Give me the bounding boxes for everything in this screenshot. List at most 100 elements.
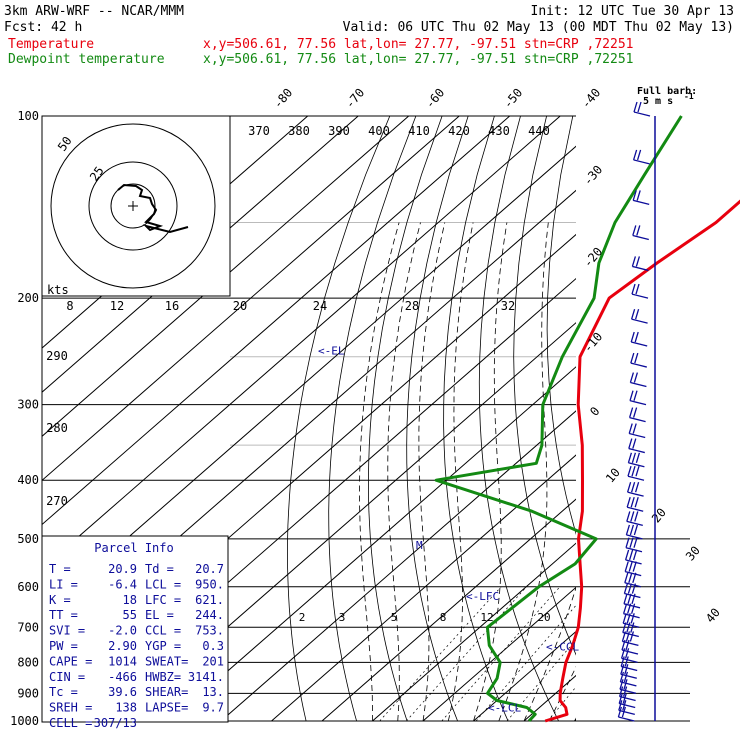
wind-barb-feather	[622, 613, 627, 624]
parcel-field-value: 3141.	[188, 670, 224, 684]
wind-barb-shaft	[625, 570, 642, 577]
wind-barb-feather	[635, 466, 640, 477]
mixing-ratio-label: 5	[391, 611, 398, 624]
wind-barb-feather	[634, 308, 640, 320]
parcel-field-value: 13.	[202, 685, 224, 699]
wind-barb-feather	[618, 700, 623, 711]
wind-barb-feather	[622, 700, 627, 711]
parcel-field-label: K =	[49, 593, 71, 607]
wind-barb-shaft	[629, 432, 646, 439]
parcel-field-value: -6.4	[108, 577, 137, 591]
wind-barb-feather	[627, 593, 632, 604]
moist-adiabat-line	[498, 222, 549, 721]
wind-barb-feather	[621, 706, 627, 718]
moist-adiabat-line	[548, 666, 576, 721]
parcel-field-label: SWEAT=	[145, 654, 188, 668]
dry-adiabat-line	[642, 116, 740, 734]
parcel-field-value: 753.	[195, 624, 224, 638]
mixing-ratio-label: 3	[339, 611, 346, 624]
moist-adiabat-line	[600, 223, 740, 722]
wind-barb-feather	[624, 664, 629, 675]
temperature-profile	[544, 199, 740, 723]
isotherm-line	[574, 719, 576, 721]
wind-barb-feather	[620, 648, 626, 659]
pressure-tick-label: 400	[17, 473, 39, 487]
speed-axis-label: 12	[110, 299, 124, 313]
parcel-field-value: 0.3	[202, 639, 224, 653]
parcel-field-label: SHEAR=	[145, 685, 188, 699]
wind-barb-feather	[626, 481, 632, 493]
parcel-field-label: LAPSE=	[145, 701, 188, 715]
wind-barb-shaft	[629, 416, 646, 423]
wind-barb-shaft	[619, 702, 636, 709]
mixing-ratio-line	[441, 586, 561, 721]
wind-barb-feather	[635, 283, 640, 295]
isotherm-line	[321, 498, 576, 721]
parcel-field-label: SVI =	[49, 624, 85, 638]
parcel-field-label: HWBZ=	[145, 670, 181, 684]
wind-barb-feather	[632, 438, 637, 449]
wind-barb-feather	[632, 572, 637, 583]
pressure-tick-label: 1000	[10, 714, 39, 728]
wind-barb-shaft	[626, 534, 643, 540]
parcel-field-value: 2.90	[108, 639, 137, 653]
wind-barb-shaft	[630, 362, 647, 368]
wind-barb-feather	[619, 671, 625, 683]
wind-barb-shaft	[632, 265, 649, 272]
hodograph-ring	[110, 183, 156, 229]
pressure-tick-label: 800	[17, 655, 39, 669]
wind-barb-feather	[628, 407, 634, 418]
theta-label: 280	[46, 421, 68, 435]
speed-axis-label: 28	[405, 299, 419, 313]
wind-barb-feather	[628, 561, 633, 572]
wind-barb-feather	[624, 656, 629, 667]
wind-barb-feather	[620, 664, 625, 675]
wind-barb-shaft	[632, 234, 649, 241]
wind-barb-shaft	[631, 341, 648, 347]
isotherm-line	[42, 116, 511, 526]
wind-barb-feather	[630, 331, 635, 343]
wind-barb-feather	[624, 572, 629, 583]
parcel-field-value: 55	[123, 608, 137, 622]
parcel-field-value: 307/13	[94, 716, 137, 730]
wind-barb-feather	[628, 549, 634, 561]
wind-barb-feather	[633, 372, 639, 383]
isotherm-label: -50	[501, 86, 526, 112]
hodograph-ring	[50, 123, 216, 289]
wind-barb-feather	[631, 452, 637, 463]
wind-barb-feather	[624, 648, 630, 659]
model-title: 3km ARW-WRF -- NCAR/MMM	[4, 4, 184, 19]
wind-barb-feather	[623, 593, 628, 604]
isotherm-label: 20	[649, 505, 669, 525]
parcel-field-label: CIN =	[49, 670, 85, 684]
parcel-field-value: 20.9	[108, 562, 137, 576]
wind-barb-shaft	[619, 695, 636, 702]
dry-adiabat-line	[443, 116, 509, 721]
parcel-field-value: -2.0	[108, 624, 137, 638]
parcel-field-label: Tc =	[49, 685, 78, 699]
init-time: Init: 12 UTC Tue 30 Apr 13	[531, 4, 735, 19]
wind-barb-feather	[634, 331, 639, 343]
isotherm-label: -70	[343, 86, 368, 112]
mixing-ratio-line	[379, 586, 502, 721]
wind-barb-feather	[626, 497, 631, 508]
hodograph: 50 25 kts	[41, 115, 231, 297]
forecast-hour: Fcst: 42 h	[4, 20, 82, 35]
barb-key-units-exponent: -1	[684, 92, 694, 101]
mixing-ratio-line	[547, 686, 576, 721]
valid-time: Valid: 06 UTC Thu 02 May 13 (00 MDT Thu …	[343, 20, 734, 35]
wind-barb-feather	[628, 438, 633, 449]
dry-adiabat-line	[478, 116, 560, 721]
pressure-tick-label: 100	[17, 109, 39, 123]
parcel-field-label: CCL =	[145, 624, 181, 638]
dry-adiabat-line	[580, 116, 719, 734]
parcel-field-label: YGP =	[145, 639, 181, 653]
wind-barb-feather	[636, 149, 642, 161]
moist-adiabat-line	[418, 222, 446, 721]
isotherm-label: -20	[581, 245, 606, 271]
wind-barb-feather	[630, 352, 635, 364]
wind-barb-feather	[635, 256, 641, 267]
wind-barb-feather	[630, 511, 635, 522]
parcel-level-marker: <-EL	[318, 344, 345, 357]
wind-barb-feather	[622, 603, 628, 614]
